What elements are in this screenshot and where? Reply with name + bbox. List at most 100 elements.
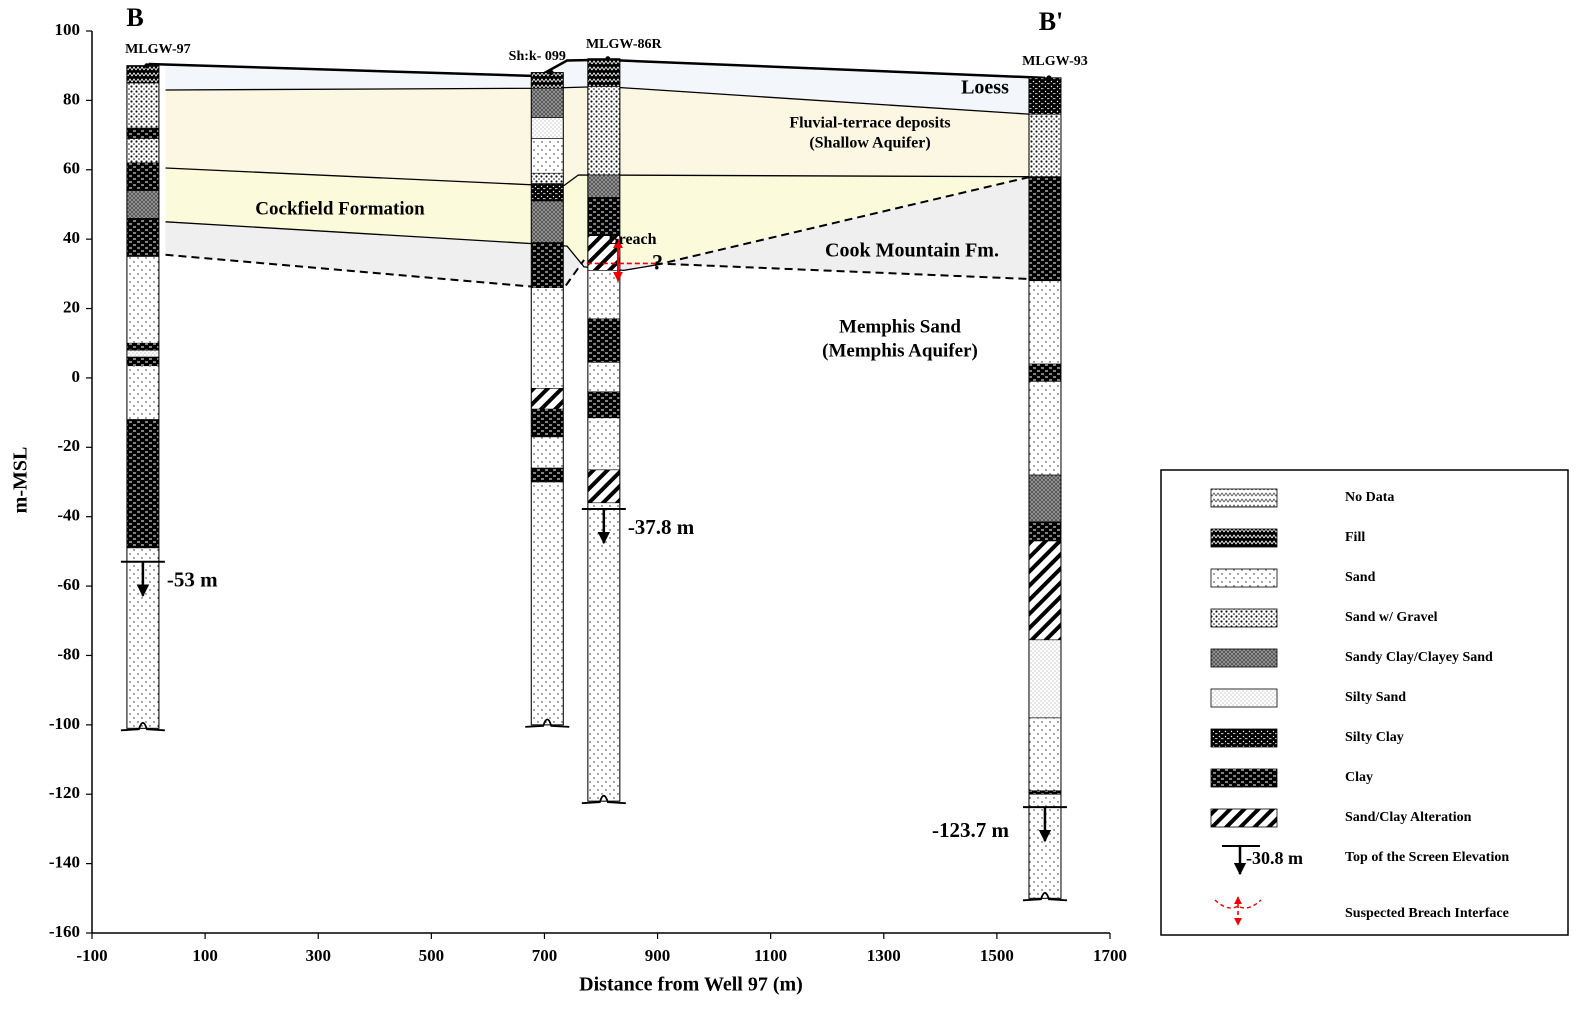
well-layer — [1029, 475, 1061, 522]
y-tick-label: -20 — [57, 436, 80, 455]
well-head — [549, 70, 554, 75]
legend-label: Sand — [1345, 570, 1376, 585]
well-layer — [127, 350, 159, 357]
x-tick-label: 1100 — [754, 946, 787, 965]
well-layer — [531, 409, 563, 437]
well-layer — [1029, 791, 1061, 794]
well-layer — [127, 218, 159, 256]
formation-label: Cook Mountain Fm. — [825, 240, 999, 262]
y-tick-label: 100 — [55, 20, 81, 39]
formation-label: Cockfield Formation — [255, 198, 425, 219]
well-layer — [127, 366, 159, 420]
well-layer — [127, 139, 159, 163]
y-tick-label: -100 — [49, 714, 80, 733]
legend-label: Top of the Screen Elevation — [1345, 850, 1509, 865]
well-layer — [531, 118, 563, 139]
y-tick-label: -60 — [57, 575, 80, 594]
well-name: MLGW-97 — [125, 42, 191, 57]
well-layer — [1029, 718, 1061, 791]
x-tick-label: 1700 — [1093, 946, 1127, 965]
well-head — [1046, 75, 1051, 80]
well-layer — [531, 437, 563, 468]
well-head — [144, 63, 149, 68]
well-layer — [588, 470, 620, 503]
y-tick-label: -160 — [49, 922, 80, 941]
legend-swatch — [1211, 809, 1277, 827]
x-tick-label: 300 — [305, 946, 331, 965]
well-layer — [127, 128, 159, 138]
y-tick-label: 60 — [63, 159, 80, 178]
well-layer — [588, 418, 620, 470]
well-layer — [1029, 114, 1061, 176]
well-layer — [531, 201, 563, 243]
formation-label: (Shallow Aquifer) — [809, 135, 930, 152]
formation-label: Fluvial-terrace deposits — [789, 115, 950, 132]
well-layer — [531, 73, 563, 89]
x-tick-label: 1500 — [980, 946, 1014, 965]
y-tick-label: 20 — [63, 297, 80, 316]
legend-screen-sample: -30.8 m — [1246, 848, 1303, 868]
well-layer — [531, 173, 563, 183]
legend-swatch — [1211, 569, 1277, 587]
x-tick-label: 500 — [419, 946, 445, 965]
well-layer — [127, 257, 159, 344]
well-layer — [531, 88, 563, 117]
y-tick-label: -140 — [49, 853, 80, 872]
well-layer — [127, 191, 159, 219]
x-tick-label: 700 — [532, 946, 558, 965]
screen-label: -53 m — [167, 568, 218, 592]
legend-label: Fill — [1345, 530, 1365, 545]
x-tick-label: -100 — [76, 946, 107, 965]
legend-label: Suspected Breach Interface — [1345, 906, 1509, 921]
y-tick-label: 0 — [72, 367, 81, 386]
legend-label: Sand w/ Gravel — [1345, 610, 1438, 625]
well-name: Sh:k- 099 — [509, 49, 566, 64]
well-layer — [1029, 364, 1061, 381]
well-layer — [531, 139, 563, 174]
well-layer — [1029, 522, 1061, 541]
well-layer — [1029, 541, 1061, 640]
well-layer — [588, 392, 620, 418]
well-head — [605, 56, 610, 61]
well-layer — [127, 83, 159, 128]
well-layer — [531, 482, 563, 725]
well-layer — [588, 175, 620, 198]
y-tick-label: 80 — [63, 89, 80, 108]
x-tick-label: 900 — [645, 946, 671, 965]
formation-label: (Memphis Aquifer) — [822, 340, 978, 361]
well-layer — [1029, 177, 1061, 281]
screen-label: -37.8 m — [628, 515, 695, 539]
well-layer — [588, 87, 620, 175]
breach-question: ? — [652, 249, 663, 274]
legend-swatch — [1211, 769, 1277, 787]
x-tick-label: 1300 — [867, 946, 901, 965]
formation-label: Loess — [961, 77, 1009, 99]
well-layer — [531, 184, 563, 201]
well-layer — [531, 468, 563, 482]
well-layer — [127, 420, 159, 548]
screen-label: -123.7 m — [932, 818, 1009, 842]
x-tick-label: 100 — [192, 946, 218, 965]
well-layer — [127, 66, 159, 83]
legend-label: Clay — [1345, 770, 1373, 785]
well-layer — [588, 362, 620, 391]
legend-label: Sand/Clay Alteration — [1345, 810, 1472, 825]
legend-swatch — [1211, 649, 1277, 667]
formation-label: Memphis Sand — [839, 316, 961, 337]
well-layer — [1029, 640, 1061, 718]
x-axis-title: Distance from Well 97 (m) — [579, 974, 803, 996]
well-layer — [588, 503, 620, 801]
well-layer — [127, 357, 159, 366]
well-layer — [531, 288, 563, 389]
well-layer — [127, 343, 159, 350]
y-tick-label: -40 — [57, 506, 80, 525]
well-layer — [588, 319, 620, 362]
legend-swatch — [1211, 489, 1277, 507]
y-tick-label: 40 — [63, 228, 80, 247]
legend-label: No Data — [1345, 490, 1394, 505]
well-layer — [1029, 281, 1061, 364]
well-layer — [531, 388, 563, 409]
well-layer — [1029, 381, 1061, 475]
well-name: MLGW-93 — [1022, 54, 1088, 69]
section-label: B — [126, 3, 143, 32]
